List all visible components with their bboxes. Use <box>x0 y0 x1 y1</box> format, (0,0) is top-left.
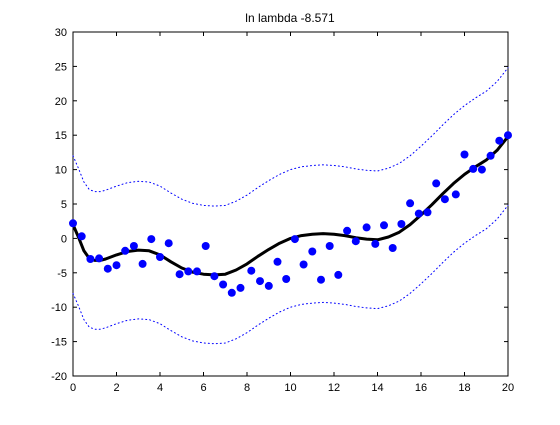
data-point <box>371 239 380 248</box>
data-point <box>440 195 449 204</box>
data-point <box>193 267 201 276</box>
data-point <box>103 264 112 273</box>
data-point <box>308 247 317 256</box>
y-tick-label: 5 <box>61 199 67 211</box>
data-point <box>138 259 147 268</box>
chart-title: ln lambda -8.571 <box>245 11 335 25</box>
fit-curve-group <box>71 135 510 277</box>
data-point <box>388 244 397 252</box>
data-points <box>69 131 512 297</box>
y-tick-label: -15 <box>51 337 67 349</box>
y-tick-label: -5 <box>57 268 67 280</box>
x-tick-label: 8 <box>244 382 250 394</box>
lower-bound-line <box>72 204 509 345</box>
data-point <box>112 261 121 270</box>
data-point <box>351 237 360 246</box>
data-point <box>184 267 193 276</box>
data-point <box>451 190 460 199</box>
data-point <box>86 255 95 263</box>
data-point <box>495 136 504 145</box>
y-tick-label: -20 <box>51 371 67 383</box>
data-point <box>77 232 86 241</box>
data-point <box>129 242 138 250</box>
data-point <box>477 165 486 174</box>
data-point <box>69 219 77 228</box>
data-point <box>362 223 371 232</box>
data-point <box>147 235 156 244</box>
upper-bound-line <box>72 67 509 207</box>
data-point <box>256 277 264 286</box>
y-tick-label: 10 <box>55 165 67 177</box>
data-point <box>486 151 495 160</box>
data-point <box>175 270 184 279</box>
y-tick-label: 30 <box>55 27 67 39</box>
data-point <box>406 199 415 208</box>
data-point <box>164 239 173 248</box>
x-tick-label: 12 <box>328 382 340 394</box>
data-point <box>325 242 334 250</box>
data-point <box>236 283 245 292</box>
data-point <box>432 179 441 188</box>
data-point <box>343 226 352 235</box>
x-tick-label: 14 <box>371 382 383 394</box>
data-point <box>227 288 236 297</box>
data-point <box>334 270 343 279</box>
data-point <box>264 281 273 290</box>
data-point <box>414 209 423 218</box>
y-tick-label: -10 <box>51 302 67 314</box>
data-point <box>201 242 210 250</box>
data-point <box>156 253 164 261</box>
y-tick-label: 20 <box>55 96 67 108</box>
tick-labels: 0 2 4 6 8 10 12 14 16 18 20 -20 -15 -10 -5 0 5 10 15 20 25 30 <box>51 27 514 394</box>
x-tick-label: 20 <box>502 382 514 394</box>
x-tick-label: 0 <box>70 382 76 394</box>
data-point <box>317 275 325 284</box>
x-tick-label: 6 <box>200 382 206 394</box>
data-point <box>219 280 228 289</box>
confidence-bounds <box>72 67 509 345</box>
data-point <box>504 131 512 140</box>
data-point <box>121 246 130 255</box>
x-tick-label: 2 <box>113 382 119 394</box>
data-point <box>299 260 308 269</box>
data-point <box>423 208 432 217</box>
x-tick-label: 18 <box>458 382 470 394</box>
data-point <box>460 150 469 159</box>
x-tick-label: 16 <box>415 382 427 394</box>
y-tick-label: 15 <box>55 130 67 142</box>
fit-curve <box>71 135 510 277</box>
data-point <box>273 257 282 266</box>
data-point <box>290 235 299 244</box>
data-point <box>469 164 478 173</box>
data-point <box>282 275 291 283</box>
x-tick-label: 4 <box>157 382 163 394</box>
data-point <box>380 221 388 230</box>
plot-area <box>72 31 509 377</box>
data-point <box>210 272 219 281</box>
y-tick-label: 25 <box>55 61 67 73</box>
data-point <box>95 254 104 263</box>
data-point <box>397 220 406 228</box>
data-point <box>247 266 256 275</box>
x-tick-label: 10 <box>284 382 296 394</box>
y-tick-label: 0 <box>61 233 67 245</box>
